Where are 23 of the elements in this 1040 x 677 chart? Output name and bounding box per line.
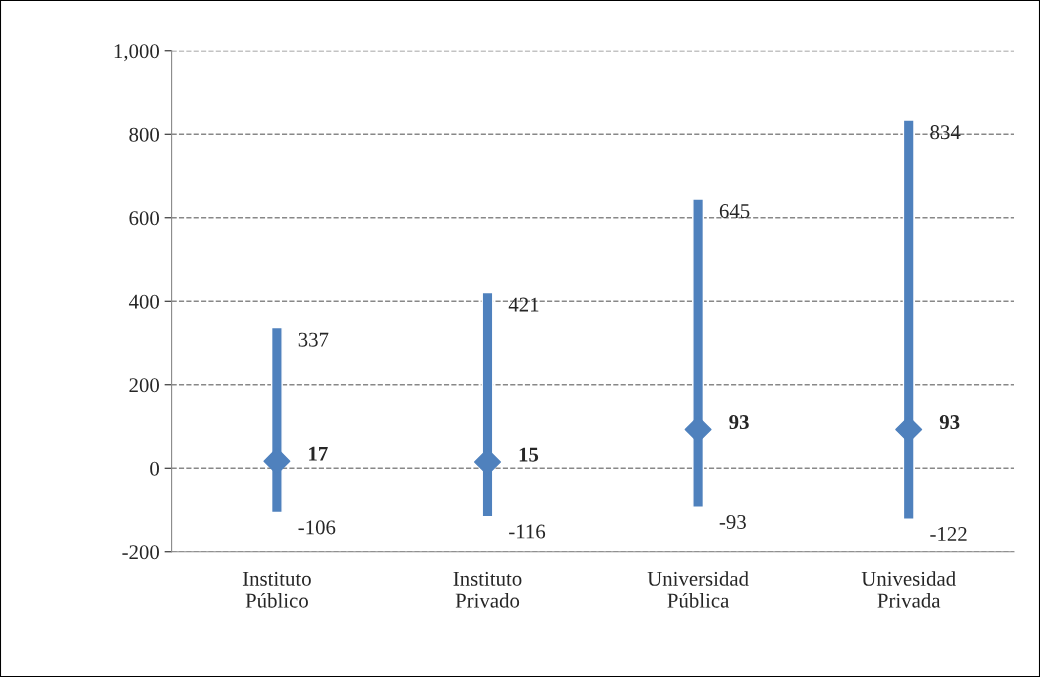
y-tick-label: -200 xyxy=(122,545,159,560)
x-tick-label: Universidad Pública xyxy=(647,571,749,608)
data-label: 17 xyxy=(309,446,328,461)
x-tick-label: Univesidad Privada xyxy=(861,571,956,608)
annotation: 421 xyxy=(508,297,539,312)
annotation: -116 xyxy=(509,524,546,539)
x-tick-label: Instituto Público xyxy=(242,571,311,608)
y-tick-label: 600 xyxy=(129,211,159,226)
x-tick-label: Instituto Privado xyxy=(453,571,522,608)
y-tick-label: 1,000 xyxy=(114,44,159,62)
annotation: -106 xyxy=(298,520,336,535)
y-tick-label: 800 xyxy=(129,127,159,142)
annotation: -122 xyxy=(930,527,967,541)
data-label: 93 xyxy=(729,415,749,430)
y-tick-label: 400 xyxy=(128,294,159,309)
annotation: 834 xyxy=(930,125,961,140)
y-tick-label: 200 xyxy=(129,378,159,393)
annotation: -93 xyxy=(719,514,746,529)
annotation: 337 xyxy=(298,332,329,347)
annotation: 645 xyxy=(719,204,750,219)
data-label: 93 xyxy=(939,415,960,430)
y-tick-label: 0 xyxy=(150,461,159,476)
data-label: 15 xyxy=(519,447,539,462)
